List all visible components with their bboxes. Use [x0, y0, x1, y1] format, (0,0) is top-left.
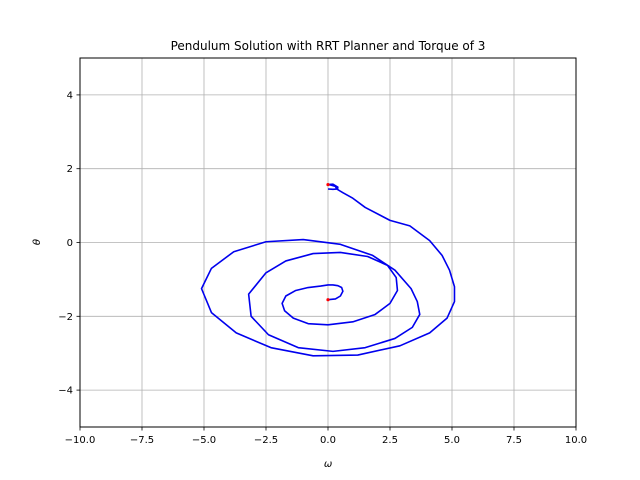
y-axis-ticks: −4 −2 0 2 4	[58, 90, 80, 397]
x-tick-label: 0.0	[320, 435, 336, 446]
trajectory-line	[200, 183, 456, 357]
y-tick-label: −2	[58, 312, 73, 323]
y-tick-label: 4	[67, 90, 73, 101]
chart-title: Pendulum Solution with RRT Planner and T…	[171, 39, 486, 53]
x-tick-label: 10.0	[565, 435, 587, 446]
start-point-marker	[326, 298, 330, 302]
y-tick-label: −4	[58, 386, 73, 397]
x-axis-label: ω	[324, 459, 332, 470]
x-tick-label: 5.0	[444, 435, 460, 446]
x-axis-ticks: −10.0 −7.5 −5.0 −2.5 0.0 2.5 5.0 7.5 10.0	[65, 427, 587, 446]
x-tick-label: −10.0	[65, 435, 96, 446]
x-tick-label: −7.5	[130, 435, 154, 446]
plot-series	[200, 182, 456, 357]
x-tick-label: 2.5	[382, 435, 398, 446]
x-tick-label: −5.0	[192, 435, 216, 446]
y-axis-label: θ	[32, 239, 43, 245]
end-point-marker	[326, 182, 330, 187]
y-tick-label: 2	[67, 164, 73, 175]
y-tick-label: 0	[67, 238, 73, 249]
x-tick-label: 7.5	[506, 435, 522, 446]
x-tick-label: −2.5	[254, 435, 278, 446]
